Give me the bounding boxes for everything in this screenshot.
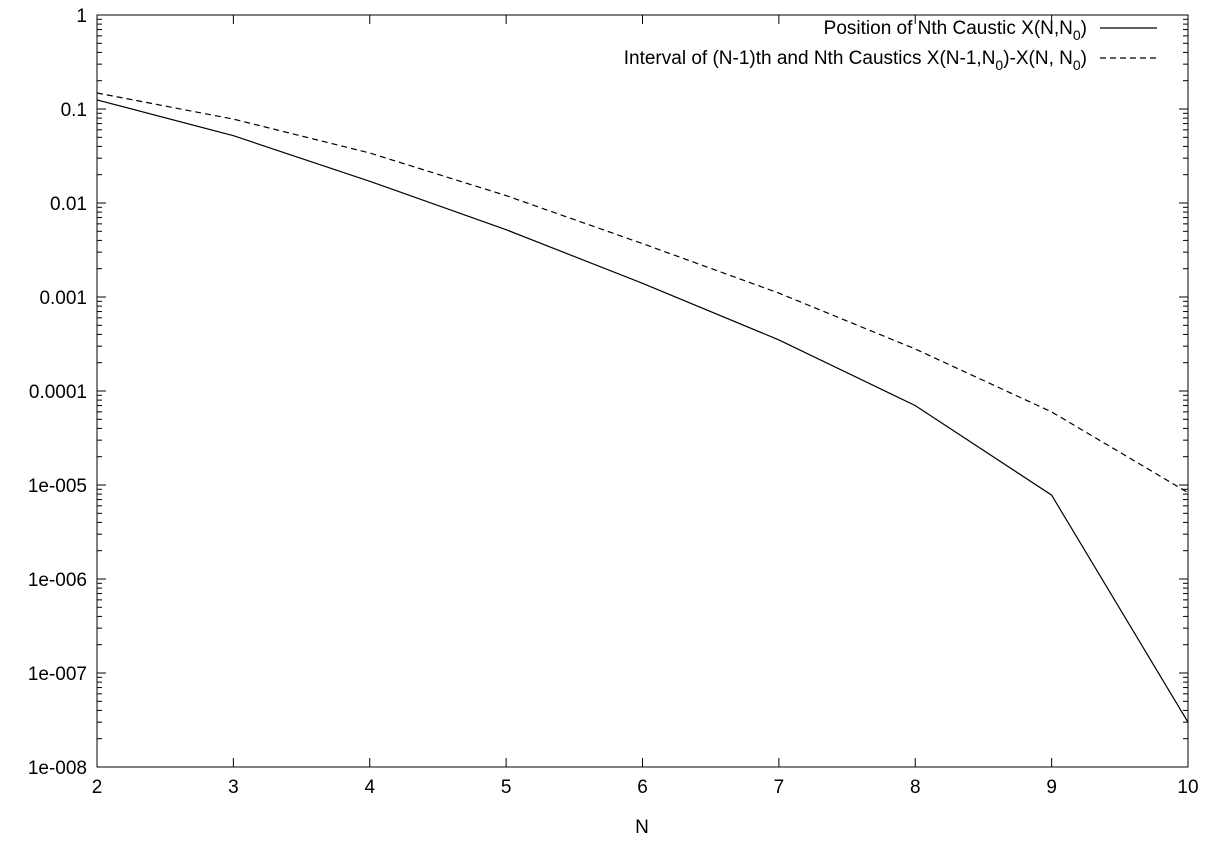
x-tick-label: 6 [637, 777, 648, 798]
x-tick-label: 9 [1046, 777, 1057, 798]
x-tick-label: 7 [774, 777, 785, 798]
x-tick-label: 10 [1177, 777, 1198, 798]
legend-label-2: Interval of (N-1)th and Nth Caustics X(N… [624, 48, 1087, 73]
plot-frame [96, 14, 1189, 768]
y-tick-label: 1e-006 [28, 570, 87, 591]
x-tick-label: 8 [910, 777, 921, 798]
y-tick-label: 0.1 [61, 100, 87, 121]
x-tick-label: 5 [501, 777, 512, 798]
y-ticks: 1e-008 1e-007 1e-006 1e-005 0.0001 0.001 0.01 0… [28, 6, 1188, 779]
x-tick-label: 2 [92, 777, 103, 798]
series-line-1 [96, 99, 1189, 723]
legend: Position of Nth Caustic X(N,N0) Interval … [624, 18, 1157, 73]
y-tick-label: 1e-005 [28, 476, 87, 497]
x-tick-label: 3 [228, 777, 239, 798]
series-line-2 [96, 92, 1189, 494]
y-tick-label: 0.001 [39, 288, 87, 309]
series-lines [96, 92, 1189, 723]
y-tick-label: 1 [76, 6, 87, 27]
x-axis-label: N [635, 817, 649, 838]
y-tick-label: 0.01 [50, 194, 87, 215]
y-tick-label: 1e-008 [28, 758, 87, 779]
x-tick-label: 4 [364, 777, 375, 798]
x-ticks: 2 3 4 5 6 7 8 9 10 [92, 15, 1199, 798]
y-tick-label: 1e-007 [28, 664, 87, 685]
legend-label-1: Position of Nth Caustic X(N,N0) [824, 18, 1087, 43]
y-tick-label: 0.0001 [29, 382, 87, 403]
